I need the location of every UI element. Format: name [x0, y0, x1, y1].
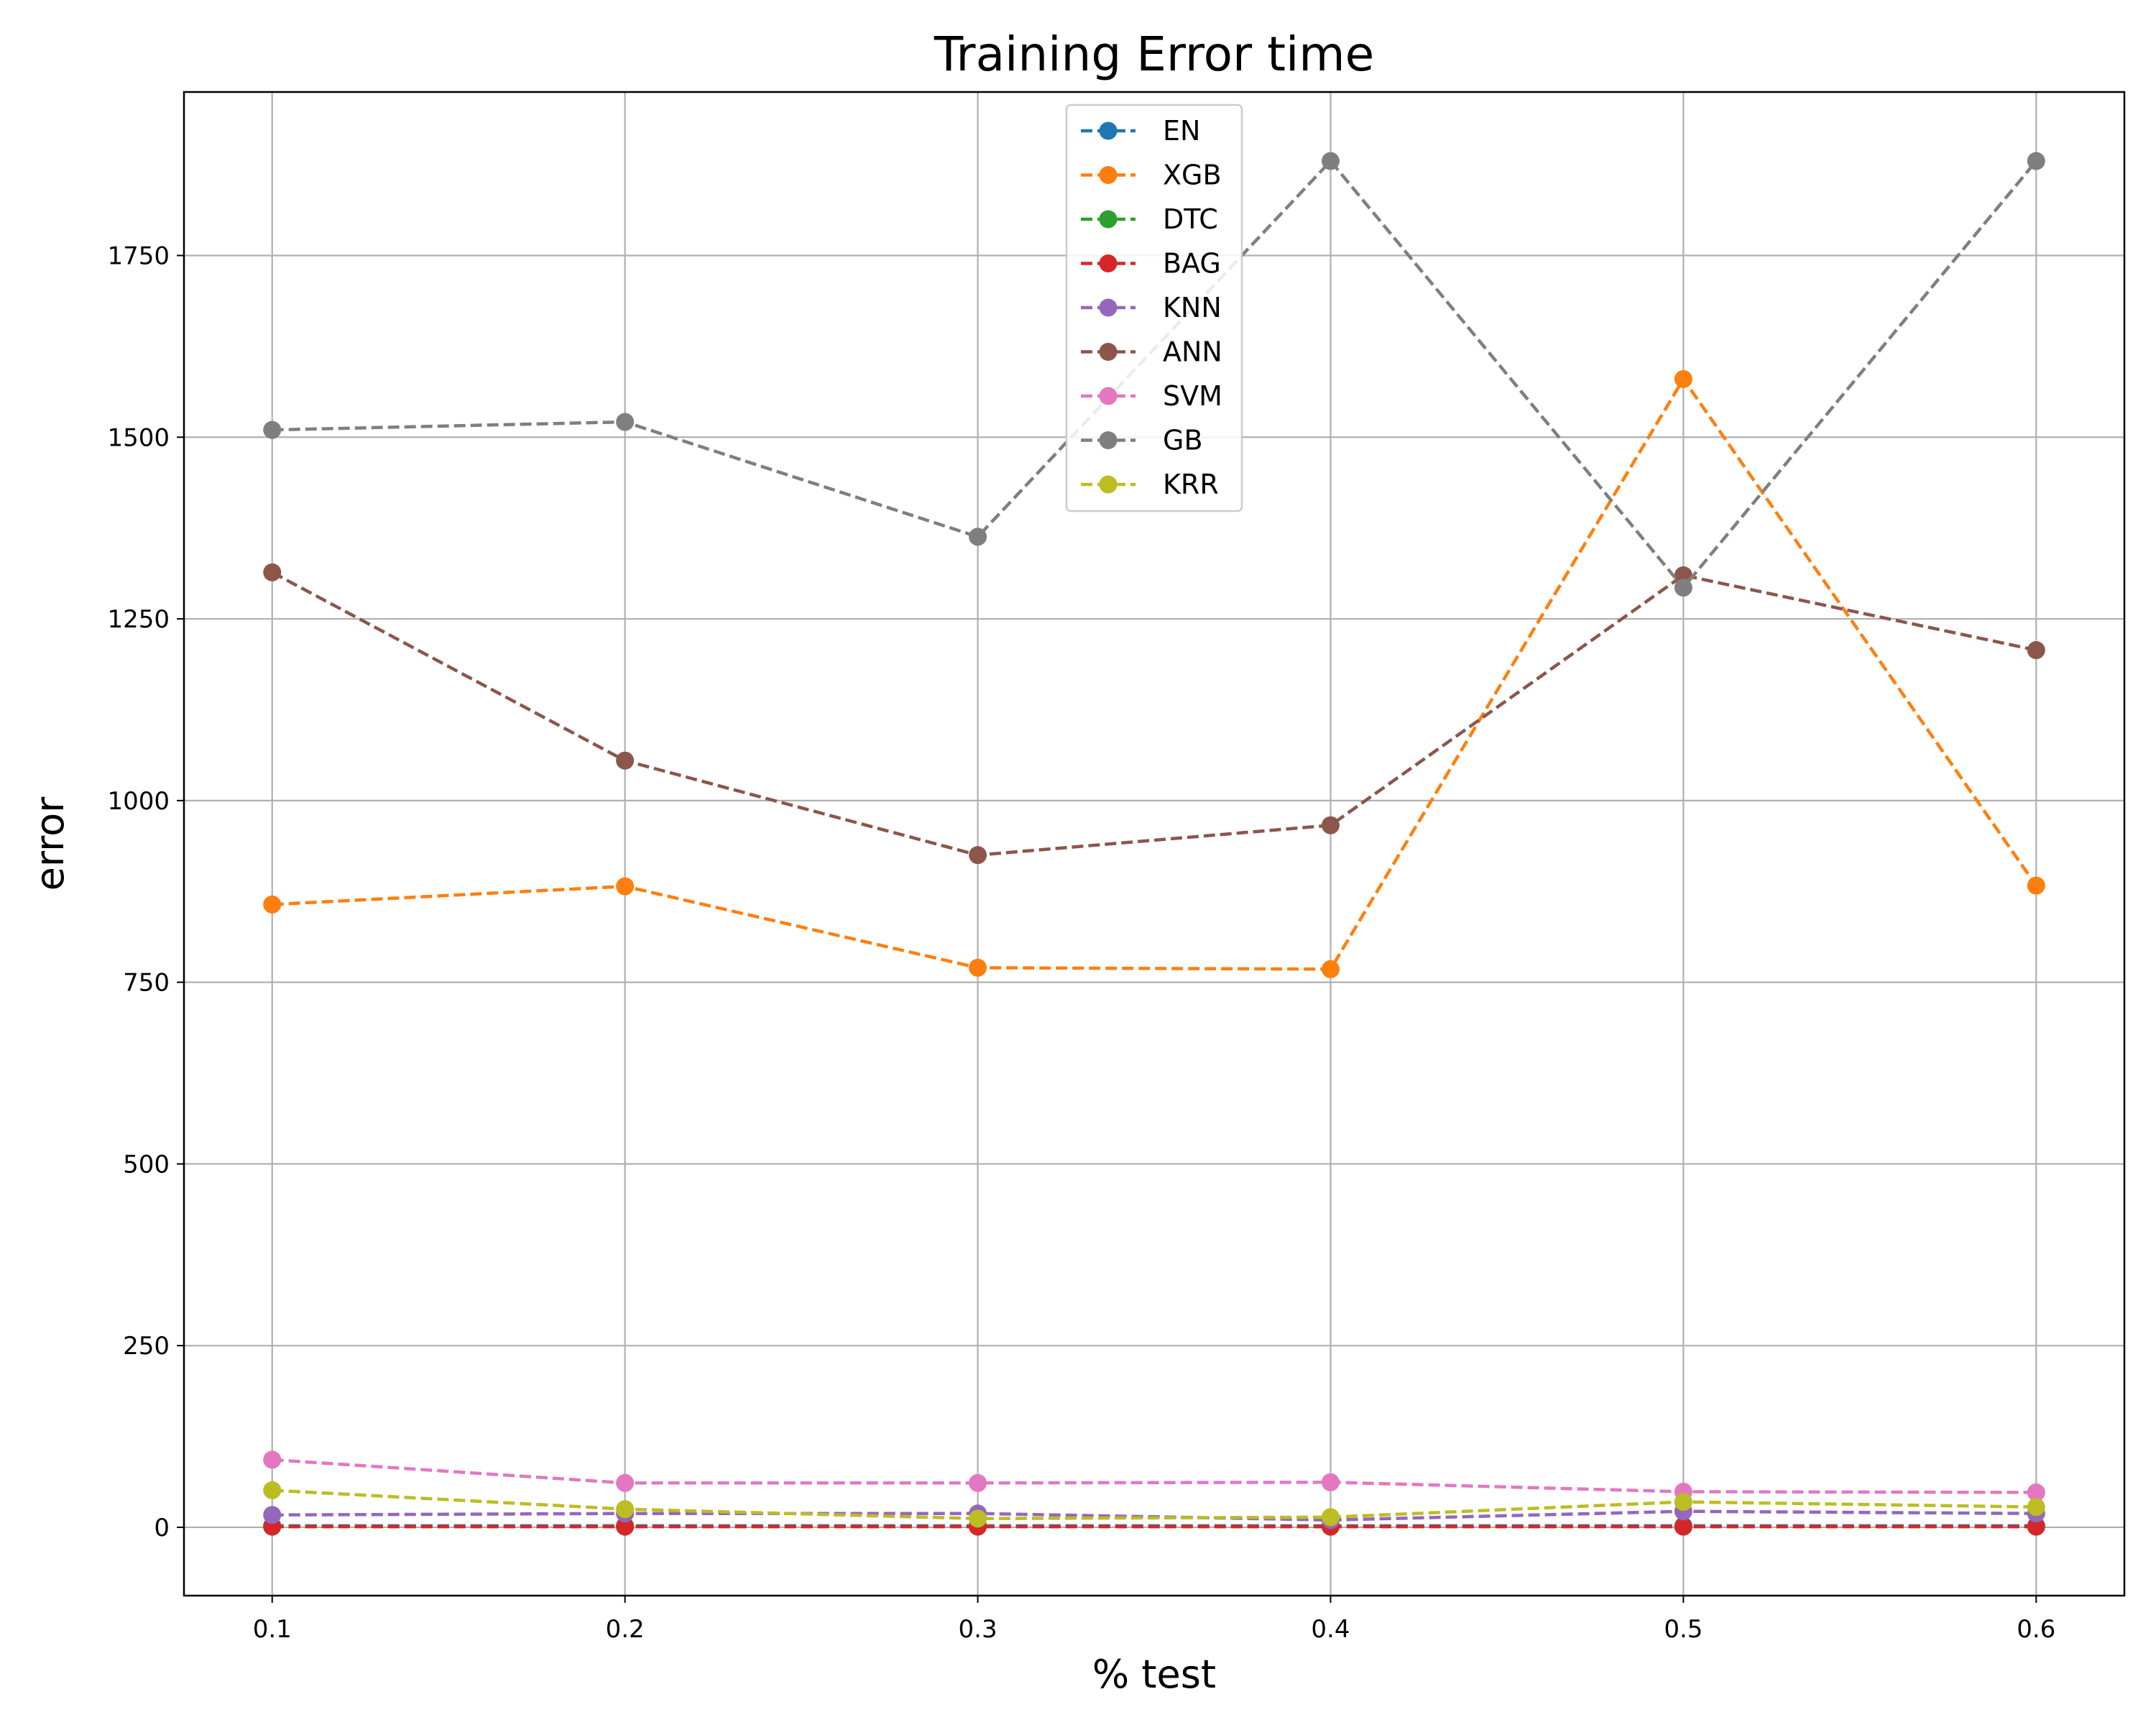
y-tick-label: 0	[154, 1514, 170, 1542]
legend-item-krr: KRR	[1081, 469, 1219, 500]
data-point	[263, 1450, 282, 1469]
data-point	[616, 1517, 635, 1536]
data-point	[616, 751, 635, 770]
legend-label: DTC	[1163, 203, 1218, 235]
x-axis-label: % test	[1092, 1652, 1216, 1697]
data-point	[1674, 369, 1692, 388]
series-krr	[263, 1481, 2045, 1528]
legend-label: KRR	[1163, 469, 1219, 500]
data-point	[2027, 641, 2045, 660]
legend: EN XGB DTC BAG KNN ANN SVM GB KRR	[1065, 104, 1243, 512]
y-tick-label: 1500	[107, 423, 170, 452]
legend-item-dtc: DTC	[1081, 203, 1218, 235]
legend-marker	[1099, 121, 1118, 140]
x-tick-label: 0.4	[1311, 1615, 1350, 1644]
data-point	[1321, 960, 1340, 978]
y-tick-label: 1250	[107, 605, 170, 634]
legend-marker	[1099, 298, 1118, 317]
y-tick-label: 1000	[107, 787, 170, 816]
legend-item-ann: ANN	[1081, 336, 1222, 368]
x-tick-label: 0.5	[1664, 1615, 1703, 1644]
data-point	[969, 846, 987, 865]
legend-label: SVM	[1163, 380, 1222, 412]
legend-marker	[1099, 475, 1118, 494]
legend-item-knn: KNN	[1081, 292, 1222, 323]
data-point	[1321, 152, 1340, 170]
axis-ticks: 0.1 0.2 0.3 0.4 0.5 0.6 0 250 500 750 1000 1250 1500…	[107, 242, 2055, 1644]
y-tick-label: 250	[123, 1332, 170, 1361]
legend-label: KNN	[1163, 292, 1222, 323]
series-xgb	[263, 369, 2045, 978]
data-point	[2027, 1517, 2045, 1536]
legend-box	[1065, 104, 1243, 512]
legend-item-svm: SVM	[1081, 380, 1222, 412]
legend-marker	[1099, 343, 1118, 361]
x-tick-label: 0.2	[606, 1615, 645, 1644]
y-axis-label: error	[27, 796, 73, 891]
legend-marker	[1099, 166, 1118, 184]
series-line	[272, 1458, 2037, 1494]
data-point	[1321, 1508, 1340, 1527]
data-point	[969, 1509, 987, 1528]
data-point	[1321, 816, 1340, 834]
legend-item-gb: GB	[1081, 425, 1203, 456]
legend-item-en: EN	[1081, 115, 1200, 147]
series-ann	[263, 563, 2045, 865]
data-point	[1321, 1473, 1340, 1491]
data-point	[263, 895, 282, 914]
y-tick-label: 500	[123, 1150, 170, 1179]
plot-frame	[183, 91, 2126, 1597]
data-point	[2027, 152, 2045, 170]
y-tick-label: 1750	[107, 242, 170, 271]
legend-marker	[1099, 210, 1118, 229]
data-point	[969, 528, 987, 546]
data-point	[616, 877, 635, 896]
data-point	[616, 413, 635, 431]
data-point	[616, 1500, 635, 1519]
data-point	[2027, 1483, 2045, 1501]
data-point	[263, 1506, 282, 1524]
legend-label: EN	[1163, 115, 1200, 147]
legend-marker	[1099, 254, 1118, 272]
series-line	[271, 571, 2037, 857]
data-point	[1674, 579, 1692, 597]
chart-title: Training Error time	[934, 27, 1374, 82]
legend-label: BAG	[1163, 248, 1221, 280]
data-point	[969, 958, 987, 977]
y-tick-label: 750	[123, 969, 170, 998]
legend-marker	[1099, 387, 1118, 405]
legend-marker	[1099, 431, 1118, 449]
data-point	[2027, 876, 2045, 895]
legend-label: GB	[1163, 425, 1203, 456]
legend-item-xgb: XGB	[1081, 160, 1222, 191]
data-point	[263, 1481, 282, 1499]
data-point	[263, 563, 282, 581]
data-point	[263, 420, 282, 439]
data-point	[1674, 1493, 1692, 1512]
data-point	[2027, 1498, 2045, 1517]
x-tick-label: 0.3	[959, 1615, 998, 1644]
x-tick-label: 0.6	[2017, 1615, 2055, 1644]
legend-label: ANN	[1163, 336, 1222, 368]
x-tick-label: 0.1	[253, 1615, 292, 1644]
data-point	[1674, 1517, 1692, 1536]
legend-item-bag: BAG	[1081, 248, 1221, 280]
series-line	[272, 1489, 2037, 1521]
series-line	[272, 376, 2038, 971]
data-point	[616, 1473, 635, 1492]
data-point	[969, 1473, 987, 1492]
legend-label: XGB	[1163, 160, 1222, 191]
